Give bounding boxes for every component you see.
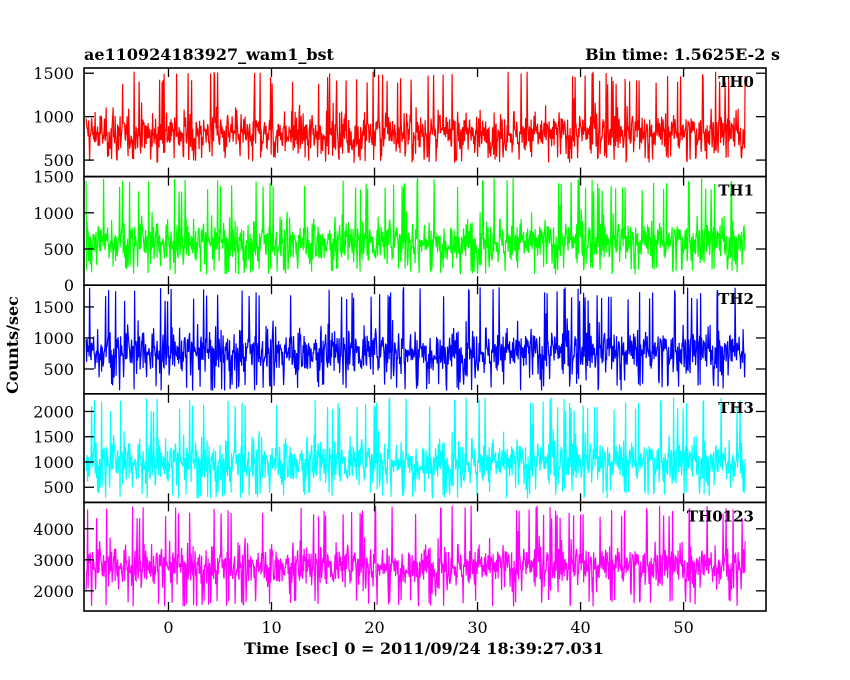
ytick-label-th2-1000: 1000 (33, 329, 74, 348)
ytick-label-th1-0: 0 (64, 276, 74, 295)
xtick-label-30: 30 (467, 618, 487, 637)
panel-label-th1: TH1 (718, 182, 754, 200)
ytick-label-th3-1000: 1000 (33, 453, 74, 472)
ytick-label-th3-1500: 1500 (33, 428, 74, 447)
series-th1 (85, 178, 746, 275)
ytick-label-th0123-4000: 4000 (33, 520, 74, 539)
series-th0 (85, 71, 746, 163)
ytick-label-th1-1500: 1500 (33, 168, 74, 187)
xtick-label-0: 0 (163, 618, 173, 637)
series-th2 (85, 287, 746, 391)
ytick-label-th0123-3000: 3000 (33, 551, 74, 570)
panel-label-th3: TH3 (718, 399, 754, 417)
xtick-label-40: 40 (570, 618, 590, 637)
ytick-label-th3-500: 500 (43, 478, 74, 497)
ytick-label-th1-500: 500 (43, 240, 74, 259)
xtick-label-50: 50 (673, 618, 693, 637)
ytick-label-th3-2000: 2000 (33, 402, 74, 421)
series-th0123 (85, 505, 746, 607)
ytick-label-th0-1500: 1500 (33, 64, 74, 83)
ytick-label-th0123-2000: 2000 (33, 582, 74, 601)
series-th3 (85, 397, 746, 499)
chart-title-left: ae110924183927_wam1_bst (84, 45, 335, 64)
panel-label-th0: TH0 (718, 73, 754, 91)
ytick-label-th0-1000: 1000 (33, 108, 74, 127)
xtick-label-20: 20 (364, 618, 384, 637)
panel-frame-th0123 (83, 501, 767, 612)
ytick-label-th1-1000: 1000 (33, 204, 74, 223)
x-axis-label: Time [sec] 0 = 2011/09/24 18:39:27.031 (244, 639, 604, 658)
ytick-label-th2-1500: 1500 (33, 298, 74, 317)
y-axis-label: Counts/sec (3, 296, 22, 394)
panel-label-th2: TH2 (718, 290, 754, 308)
ytick-label-th0-500: 500 (43, 151, 74, 170)
xtick-label-10: 10 (261, 618, 281, 637)
chart-title-right: Bin time: 1.5625E-2 s (585, 45, 780, 64)
panel-label-th0123: TH0123 (687, 507, 754, 525)
ytick-label-th2-500: 500 (43, 360, 74, 379)
